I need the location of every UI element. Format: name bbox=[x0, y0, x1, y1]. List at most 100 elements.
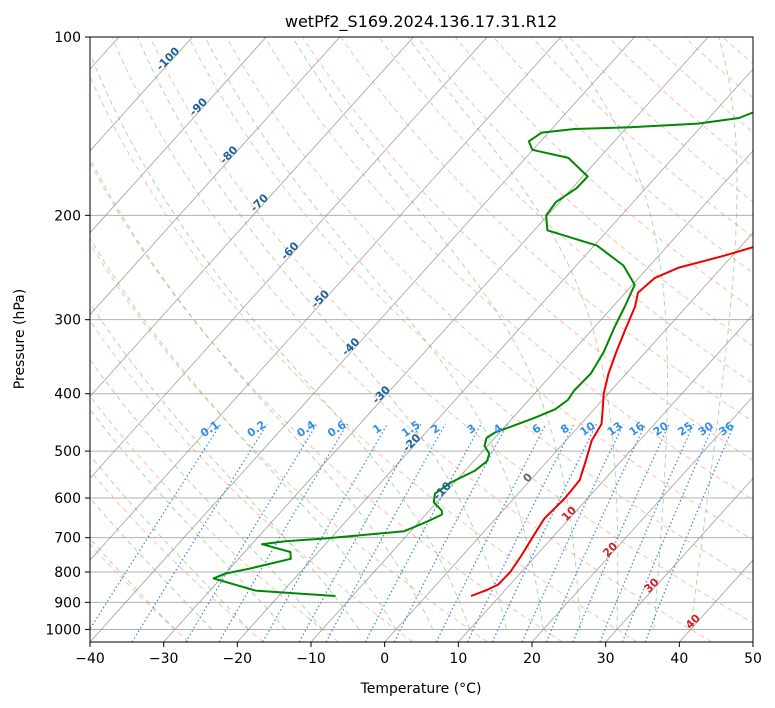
mixing-ratio-line bbox=[90, 423, 222, 631]
mixing-ratio-label: 2 bbox=[429, 421, 443, 436]
x-tick-label: 10 bbox=[449, 651, 467, 667]
mixing-ratio-line bbox=[185, 423, 318, 642]
mixing-ratio-line bbox=[572, 423, 670, 642]
isotherm-label: -100 bbox=[154, 44, 183, 73]
isotherm-line bbox=[458, 313, 753, 642]
y-tick-label: 500 bbox=[54, 444, 81, 460]
mixing-ratio-line bbox=[621, 423, 715, 642]
dry-adiabat-line bbox=[645, 37, 753, 133]
chart-title: wetPf2_S169.2024.136.17.31.R12 bbox=[285, 12, 557, 32]
mixing-ratio-line bbox=[521, 423, 625, 642]
dry-adiabat-line bbox=[683, 37, 753, 99]
dry-adiabat-line bbox=[761, 37, 775, 642]
isotherm-line bbox=[90, 37, 193, 152]
dry-adiabat-line bbox=[149, 37, 753, 624]
y-tick-label: 600 bbox=[54, 491, 81, 507]
moist-adiabat-line bbox=[559, 37, 668, 630]
x-tick-label: 40 bbox=[670, 651, 688, 667]
moist-adiabat-line bbox=[90, 52, 471, 630]
isotherm-label: -90 bbox=[187, 95, 210, 118]
isotherm-label: 30 bbox=[642, 575, 662, 595]
moist-adiabat-line bbox=[291, 37, 581, 630]
moist-adiabat-line bbox=[90, 538, 176, 630]
series-layer bbox=[212, 111, 753, 597]
grid-layer bbox=[90, 37, 753, 642]
y-tick-label: 1000 bbox=[45, 622, 81, 638]
dry-adiabat-line bbox=[90, 161, 563, 642]
mixing-ratio-line bbox=[466, 423, 575, 642]
isotherm-line bbox=[90, 37, 488, 479]
y-tick-label: 400 bbox=[54, 387, 81, 403]
mixing-ratio-line bbox=[364, 423, 482, 642]
x-tick-label: 30 bbox=[597, 651, 615, 667]
mixing-ratio-label: 0.4 bbox=[295, 418, 319, 440]
moist-adiabat-line bbox=[90, 497, 213, 630]
dry-adiabat-line bbox=[111, 37, 712, 642]
mixing-ratio-label: 0.2 bbox=[245, 418, 268, 440]
mixing-ratio-label: 36 bbox=[716, 419, 736, 439]
mixing-ratio-label: 0.1 bbox=[198, 418, 221, 440]
dry-adiabat-line bbox=[378, 37, 753, 385]
moist-adiabat-line bbox=[90, 358, 323, 630]
moist-adiabat-line bbox=[90, 408, 286, 630]
x-tick-label: −40 bbox=[75, 651, 105, 667]
isotherm-label: 10 bbox=[559, 503, 579, 523]
isotherm-line bbox=[384, 232, 753, 642]
isotherm-line bbox=[90, 37, 414, 398]
y-tick-label: 100 bbox=[54, 30, 81, 46]
dry-adiabat-line bbox=[531, 37, 753, 238]
dry-adiabat-line bbox=[302, 37, 753, 461]
mixing-ratio-line bbox=[644, 423, 735, 642]
mixing-ratio-label: 13 bbox=[605, 419, 625, 438]
dry-adiabat-line bbox=[90, 469, 264, 642]
isotherm-label: -30 bbox=[370, 383, 393, 406]
moist-adiabat-line bbox=[90, 302, 360, 630]
y-tick-label: 900 bbox=[54, 595, 81, 611]
dry-adiabat-line bbox=[90, 242, 488, 642]
dry-adiabat-line bbox=[225, 37, 753, 541]
mixing-ratio-line bbox=[435, 423, 547, 642]
x-tick-label: −30 bbox=[149, 651, 179, 667]
x-tick-label: −10 bbox=[296, 651, 326, 667]
y-tick-label: 800 bbox=[54, 565, 81, 581]
mixing-ratio-line bbox=[218, 423, 348, 642]
dry-adiabat-line bbox=[90, 543, 190, 642]
mixing-ratio-label: 25 bbox=[675, 419, 695, 438]
background-lines bbox=[90, 37, 775, 642]
isotherm-line bbox=[90, 37, 267, 234]
isotherm-line bbox=[90, 37, 341, 316]
isotherm-label: 40 bbox=[683, 611, 703, 631]
mixing-ratio-label: 20 bbox=[651, 419, 671, 439]
isotherm-line bbox=[237, 68, 753, 642]
plot-frame bbox=[89, 36, 754, 643]
isotherm-line bbox=[90, 37, 562, 561]
isotherm-label: -80 bbox=[217, 143, 240, 166]
y-tick-label: 300 bbox=[54, 313, 81, 329]
mixing-ratio-line bbox=[298, 423, 422, 642]
isotherm-label: -40 bbox=[339, 335, 362, 358]
moist-adiabat-line bbox=[90, 454, 249, 630]
isotherm-line bbox=[163, 37, 709, 642]
isotherm-label: -50 bbox=[309, 287, 332, 310]
x-tick-label: 20 bbox=[523, 651, 541, 667]
isotherm-label: -60 bbox=[278, 239, 301, 262]
x-axis-title: Temperature (°C) bbox=[360, 681, 482, 697]
mixing-ratio-label: 30 bbox=[696, 419, 716, 439]
mixing-ratio-line bbox=[393, 423, 509, 642]
dry-adiabat-line bbox=[416, 37, 753, 347]
isotherm-label: -70 bbox=[248, 191, 271, 214]
line-label-layer: 0.1 0.2 0.4 0.6 1 1.5 2 3 4 6 8 10 13 16 20 25 30 36-100-… bbox=[154, 44, 737, 631]
mixing-ratio-label: 8 bbox=[558, 422, 572, 437]
moist-adiabat-line bbox=[690, 37, 738, 630]
mixing-ratio-label: 0.6 bbox=[325, 418, 349, 440]
y-axis-title: Pressure (hPa) bbox=[12, 289, 28, 389]
isotherm-line bbox=[90, 37, 635, 642]
moist-adiabat-line bbox=[136, 37, 507, 630]
mixing-ratio-line bbox=[545, 423, 646, 642]
mixing-ratio-label: 6 bbox=[530, 421, 544, 436]
dry-adiabat-line bbox=[187, 37, 753, 582]
x-tick-label: 50 bbox=[744, 651, 762, 667]
isotherm-line bbox=[752, 641, 753, 642]
isotherm-line bbox=[605, 477, 753, 642]
